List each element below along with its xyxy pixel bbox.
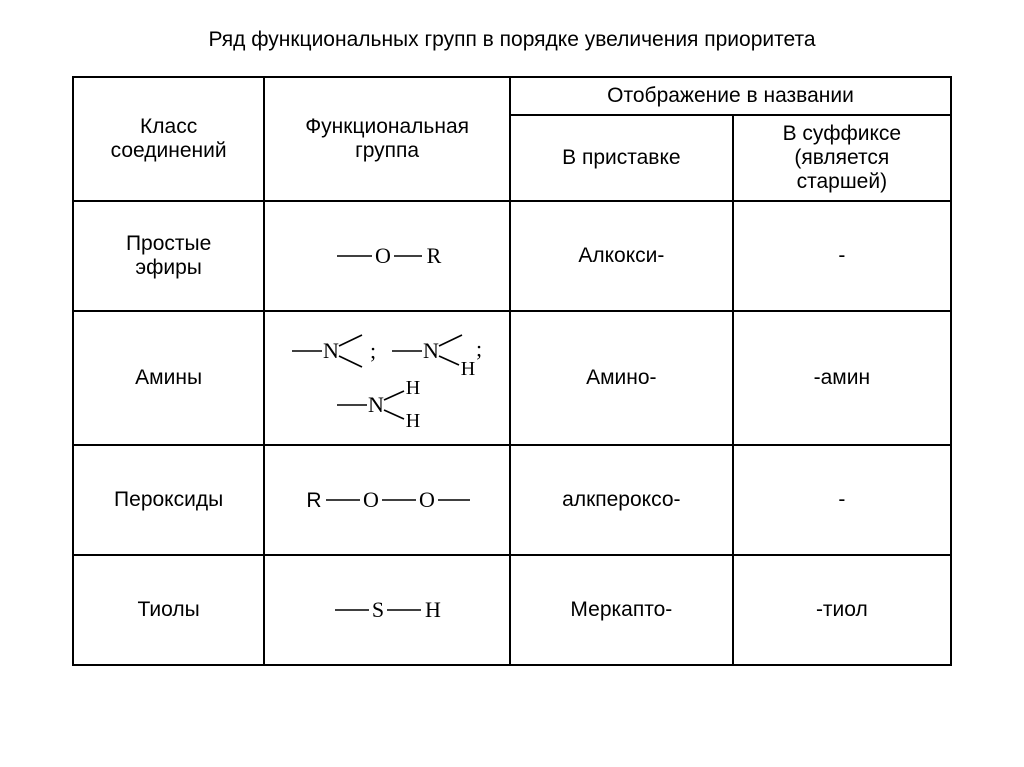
cell-suffix: -тиол [733, 555, 951, 665]
table-row: Тиолы S H Меркапто- -тиол [73, 555, 951, 665]
col-header-func: Функциональнаягруппа [264, 77, 510, 201]
svg-text:O: O [375, 243, 391, 268]
cell-prefix: Амино- [510, 311, 733, 445]
cell-prefix: алкпероксо- [510, 445, 733, 555]
functional-groups-table: Класссоединений Функциональнаягруппа Ото… [72, 76, 952, 666]
cell-func: O R [264, 201, 510, 311]
cell-func: S H [264, 555, 510, 665]
svg-text:N: N [423, 338, 439, 363]
svg-text:H: H [461, 358, 475, 380]
cell-suffix-text: -тиол [816, 598, 868, 621]
col-header-class: Класссоединений [73, 77, 264, 201]
table-row: Простыеэфиры O R Алкокси- - [73, 201, 951, 311]
cell-prefix-text: Алкокси- [578, 244, 664, 267]
col-header-suffix-l1: В суффиксе(являетсястаршей) [783, 122, 902, 193]
cell-suffix-text: - [838, 244, 845, 267]
cell-class-text: Простыеэфиры [126, 232, 211, 279]
peroxide-structure-icon: R O O [292, 480, 482, 520]
svg-text:S: S [372, 597, 384, 622]
svg-text:R: R [307, 489, 322, 512]
thiol-structure-icon: S H [317, 590, 457, 630]
cell-suffix: -амин [733, 311, 951, 445]
col-header-class-l1: Класссоединений [111, 115, 227, 162]
col-header-prefix-l1: В приставке [562, 146, 680, 169]
svg-text:;: ; [476, 336, 482, 361]
cell-class-text: Тиолы [138, 598, 200, 621]
svg-text:O: O [363, 487, 379, 512]
amine-structure-icon: N ; N H ; N H H [277, 323, 497, 433]
cell-prefix-text: алкпероксо- [562, 488, 680, 511]
table-row: Амины N [73, 311, 951, 445]
cell-suffix-text: -амин [814, 366, 870, 389]
cell-prefix-text: Меркапто- [570, 598, 672, 621]
cell-prefix-text: Амино- [586, 366, 656, 389]
col-header-naming: Отображение в названии [510, 77, 951, 115]
cell-func: N ; N H ; N H H [264, 311, 510, 445]
cell-func: R O O [264, 445, 510, 555]
svg-text:;: ; [370, 338, 376, 363]
cell-class-text: Пероксиды [114, 488, 223, 511]
ether-structure-icon: O R [322, 236, 452, 276]
cell-suffix-text: - [838, 488, 845, 511]
svg-text:H: H [406, 410, 420, 432]
svg-text:N: N [323, 338, 339, 363]
col-header-suffix: В суффиксе(являетсястаршей) [733, 115, 951, 201]
page-title: Ряд функциональных групп в порядке увели… [208, 28, 815, 52]
svg-text:H: H [406, 377, 420, 399]
header-row-1: Класссоединений Функциональнаягруппа Ото… [73, 77, 951, 115]
table-row: Пероксиды R O O алкпероксо- - [73, 445, 951, 555]
cell-class: Амины [73, 311, 264, 445]
cell-prefix: Алкокси- [510, 201, 733, 311]
cell-class: Тиолы [73, 555, 264, 665]
cell-class-text: Амины [135, 366, 202, 389]
cell-suffix: - [733, 445, 951, 555]
cell-class: Пероксиды [73, 445, 264, 555]
svg-text:R: R [427, 243, 442, 268]
svg-text:N: N [368, 392, 384, 417]
cell-suffix: - [733, 201, 951, 311]
svg-text:H: H [425, 597, 441, 622]
col-header-naming-l1: Отображение в названии [607, 84, 854, 107]
svg-text:O: O [419, 487, 435, 512]
col-header-func-l1: Функциональнаягруппа [305, 115, 469, 162]
col-header-prefix: В приставке [510, 115, 733, 201]
cell-class: Простыеэфиры [73, 201, 264, 311]
cell-prefix: Меркапто- [510, 555, 733, 665]
